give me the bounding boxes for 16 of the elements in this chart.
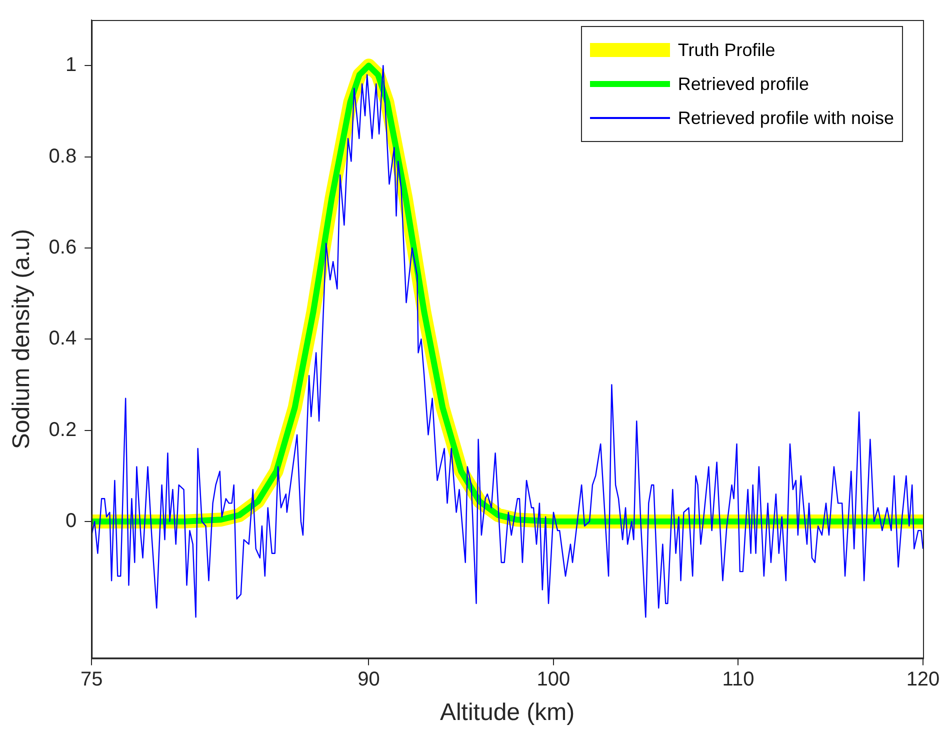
y-axis-title: Sodium density (a.u) [8, 229, 36, 450]
y-tick-label: 0.8 [48, 145, 77, 168]
x-axis-title: Altitude (km) [440, 699, 575, 726]
x-tick-label: 110 [722, 668, 754, 691]
y-tick-label: 0.2 [48, 418, 77, 441]
x-tick-label: 120 [906, 668, 940, 691]
y-tick-label: 0 [65, 510, 77, 532]
y-tick-label: 0.6 [48, 236, 77, 258]
legend-label: Retrieved profile [678, 74, 809, 94]
x-tick-label: 100 [536, 668, 570, 691]
legend-label: Retrieved profile with noise [678, 108, 894, 128]
y-tick-label: 0.4 [48, 328, 77, 350]
x-tick-label: 75 [80, 668, 103, 691]
x-tick-label: 90 [358, 668, 380, 691]
legend-label: Truth Profile [678, 40, 776, 60]
y-tick-label: 1 [65, 54, 77, 76]
